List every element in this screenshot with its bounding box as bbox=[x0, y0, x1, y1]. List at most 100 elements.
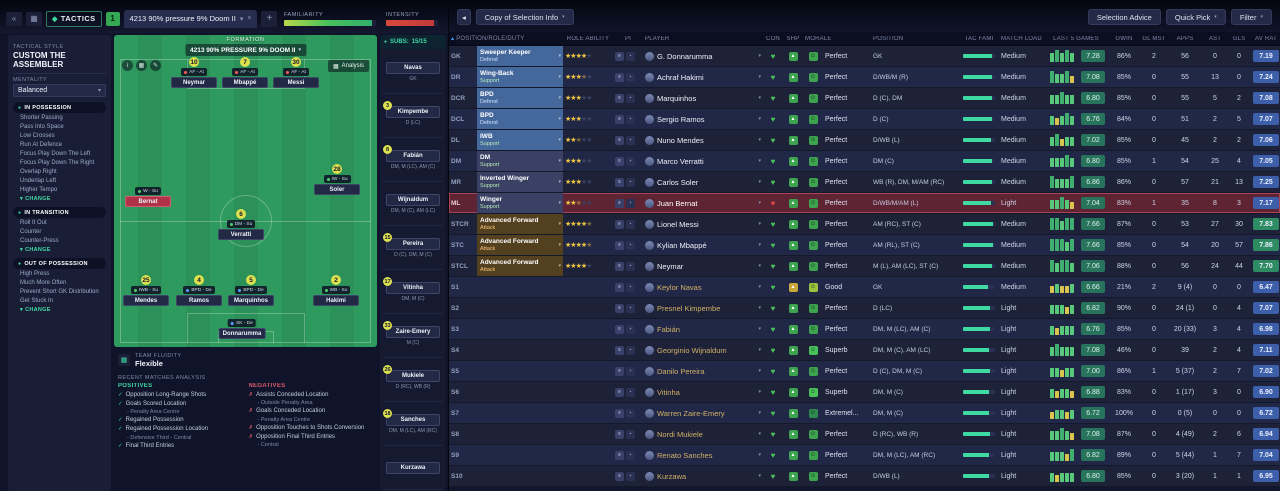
player-cell[interactable]: G. Donnarumma ▾ bbox=[643, 46, 763, 66]
role-duty-cell[interactable]: Winger Support ▾ bbox=[477, 193, 563, 213]
pitch-player[interactable]: 28 IW - Su Soler bbox=[314, 164, 360, 195]
role-duty-cell[interactable]: Inverted Winger Support ▾ bbox=[477, 172, 563, 192]
role-duty-cell[interactable]: Advanced Forward Attack ▾ bbox=[477, 214, 563, 234]
player-cell[interactable]: Keylor Navas ▾ bbox=[643, 277, 763, 297]
pitch-player[interactable]: 7 AF - At Mbappé bbox=[222, 57, 268, 88]
pitch-player[interactable]: 2 WB - Su Hakimi bbox=[313, 275, 359, 306]
table-row[interactable]: GK Sweeper Keeper Defend ▾ ★ ★ ★ ★ ★ ≡ ▪ G. Donnaru… bbox=[449, 46, 1280, 67]
player-cell[interactable]: Fabián ▾ bbox=[643, 319, 763, 339]
sub-player-card[interactable]: 17 Vitinha DM, M (C) bbox=[383, 270, 443, 314]
add-tactic-button[interactable]: + bbox=[261, 10, 278, 27]
player-cell[interactable]: Warren Zaire-Emery ▾ bbox=[643, 403, 763, 423]
role-duty-cell[interactable]: Advanced Forward Attack ▾ bbox=[477, 256, 563, 276]
column-header[interactable]: APPS bbox=[1176, 35, 1194, 42]
table-row[interactable]: S10 ≡ ▪ Kurzawa ▾ ♥ ▲ ☺ Perfect D/WB (L) Light 6.80… bbox=[449, 466, 1280, 487]
player-cell[interactable]: Vitinha ▾ bbox=[643, 382, 763, 402]
pitch-player[interactable]: SK - De Donnarumma bbox=[218, 319, 266, 339]
sub-player-card[interactable]: 15 Pereira D (C), DM, M (C) bbox=[383, 226, 443, 270]
pitch-player[interactable]: 5 BPD - De Marquinhos bbox=[228, 275, 274, 306]
player-cell[interactable]: Danilo Pereira ▾ bbox=[643, 361, 763, 381]
player-cell[interactable]: Carlos Soler ▾ bbox=[643, 172, 763, 192]
player-cell[interactable]: Kylian Mbappé ▾ bbox=[643, 235, 763, 255]
player-cell[interactable]: Georginio Wijnaldum ▾ bbox=[643, 340, 763, 360]
filter-button[interactable]: Filter ▾ bbox=[1230, 9, 1272, 25]
player-cell[interactable]: Kurzawa ▾ bbox=[643, 466, 763, 486]
player-cell[interactable]: Nordi Mukiele ▾ bbox=[643, 424, 763, 444]
column-header[interactable]: AV RAT bbox=[1255, 35, 1277, 42]
role-duty-cell[interactable]: BPD Defend ▾ bbox=[477, 88, 563, 108]
column-header[interactable]: GL MST bbox=[1142, 35, 1166, 42]
tactics-chip[interactable]: ◆ TACTICS bbox=[46, 10, 102, 27]
role-duty-cell[interactable]: Sweeper Keeper Defend ▾ bbox=[477, 46, 563, 66]
sub-player-card[interactable]: 33 Zaire-Emery M (C) bbox=[383, 314, 443, 358]
table-row[interactable]: S3 ≡ ▪ Fabián ▾ ♥ ▲ ☺ Perfect DM, M (LC), AM (C) L… bbox=[449, 319, 1280, 340]
column-header[interactable]: MATCH LOAD bbox=[1001, 35, 1042, 42]
column-header[interactable]: ROLE ABILITY bbox=[566, 35, 610, 42]
column-header[interactable]: ▴ POSITION/ROLE/DUTY bbox=[451, 35, 525, 43]
change-button[interactable]: ▾ CHANGE bbox=[13, 194, 106, 202]
column-header[interactable]: AST bbox=[1208, 35, 1222, 42]
edit-icon[interactable]: ✎ bbox=[150, 60, 161, 71]
info-icon[interactable]: i bbox=[122, 60, 133, 71]
role-duty-cell[interactable]: Advanced Forward Attack ▾ bbox=[477, 235, 563, 255]
column-header[interactable]: SHP bbox=[786, 35, 800, 42]
table-row[interactable]: S4 ≡ ▪ Georginio Wijnaldum ▾ ♥ ▲ ☺ Superb DM, M (… bbox=[449, 340, 1280, 361]
table-row[interactable]: MR Inverted Winger Support ▾ ★ ★ ★ ★ ★ ≡ ▪ Carlos S… bbox=[449, 172, 1280, 193]
role-duty-cell[interactable]: Wing-Back Support ▾ bbox=[477, 67, 563, 87]
role-duty-cell[interactable]: IWB Support ▾ bbox=[477, 130, 563, 150]
table-row[interactable]: S5 ≡ ▪ Danilo Pereira ▾ ♥ ▲ ☺ Perfect D (C), DM, … bbox=[449, 361, 1280, 382]
formation-dropdown[interactable]: 4213 90% PRESSURE 9% DOOM II ▾ bbox=[184, 44, 307, 56]
sub-player-card[interactable]: Navas GK bbox=[383, 50, 443, 94]
pitch-player[interactable]: 25 IWB - Su Mendes bbox=[123, 275, 169, 306]
table-row[interactable]: S6 ≡ ▪ Vitinha ▾ ♥ ▲ ☺ Superb DM, M (C) Light 6.88 8… bbox=[449, 382, 1280, 403]
quick-pick-button[interactable]: Quick Pick ▾ bbox=[1165, 9, 1226, 25]
pitch-player[interactable]: 6 DM - Su Verratti bbox=[218, 209, 264, 240]
player-cell[interactable]: Lionel Messi ▾ bbox=[643, 214, 763, 234]
close-icon[interactable]: × bbox=[247, 15, 252, 22]
player-cell[interactable]: Juan Bernat ▾ bbox=[643, 193, 763, 213]
tactic-tab[interactable]: 4213 90% pressure 9% Doom II ▾ × bbox=[123, 9, 258, 28]
view-back-button[interactable]: ◂ bbox=[457, 9, 471, 25]
column-header[interactable]: GLS bbox=[1232, 35, 1246, 42]
role-duty-cell[interactable]: BPD Defend ▾ bbox=[477, 109, 563, 129]
pitch-player[interactable]: 30 AF - At Messi bbox=[273, 57, 319, 88]
view-selector[interactable]: Copy of Selection Info ▾ bbox=[475, 9, 574, 25]
chevron-down-icon[interactable]: ▾ bbox=[239, 15, 244, 23]
table-row[interactable]: DCR BPD Defend ▾ ★ ★ ★ ★ ★ ≡ ▪ Marquinhos ▾ ♥ ▲ ☺ Perfec… bbox=[449, 88, 1280, 109]
table-row[interactable]: S9 ≡ ▪ Renato Sanches ▾ ♥ ▲ ☺ Perfect DM, M (LC),… bbox=[449, 445, 1280, 466]
column-header[interactable]: POSITION bbox=[873, 35, 904, 42]
table-row[interactable]: S7 ≡ ▪ Warren Zaire-Emery ▾ ♥ ▲ ☺ Extremel... DM,… bbox=[449, 403, 1280, 424]
menu-grid-icon[interactable]: ▦ bbox=[26, 11, 42, 26]
role-duty-cell[interactable]: DM Support ▾ bbox=[477, 151, 563, 171]
sub-player-card[interactable]: 3 Kimpembe D (LC) bbox=[383, 94, 443, 138]
player-cell[interactable]: Marco Verratti ▾ bbox=[643, 151, 763, 171]
table-row[interactable]: ML Winger Support ▾ ★ ★ ★ ★ ★ ≡ ▪ Juan Bernat ▾ ♥ ▲ ☺ Pe… bbox=[449, 193, 1280, 214]
change-button[interactable]: ▾ CHANGE bbox=[13, 245, 106, 253]
change-button[interactable]: ▾ CHANGE bbox=[13, 305, 106, 313]
player-cell[interactable]: Sergio Ramos ▾ bbox=[643, 109, 763, 129]
pitch-player[interactable]: 4 BPD - De Ramos bbox=[176, 275, 222, 306]
sub-player-card[interactable]: Wijnaldum DM, M (C), AM (LC) bbox=[383, 182, 443, 226]
pitch-player[interactable]: 10 AF - At Neymar bbox=[171, 57, 217, 88]
stats-icon[interactable]: ▦ bbox=[136, 60, 147, 71]
table-row[interactable]: STCR Advanced Forward Attack ▾ ★ ★ ★ ★ ★ ≡ ▪ Lionel… bbox=[449, 214, 1280, 235]
player-cell[interactable]: Presnel Kimpembe ▾ bbox=[643, 298, 763, 318]
column-header[interactable]: MORALE bbox=[805, 35, 832, 42]
mentality-dropdown[interactable]: Balanced ▾ bbox=[13, 84, 106, 98]
column-header[interactable]: PI bbox=[624, 35, 632, 42]
player-cell[interactable]: Neymar ▾ bbox=[643, 256, 763, 276]
column-header[interactable]: GWIN bbox=[1115, 35, 1133, 42]
player-cell[interactable]: Achraf Hakimi ▾ bbox=[643, 67, 763, 87]
table-row[interactable]: S2 ≡ ▪ Presnel Kimpembe ▾ ♥ ▲ ☺ Perfect D (LC) Lig… bbox=[449, 298, 1280, 319]
table-row[interactable]: S8 ≡ ▪ Nordi Mukiele ▾ ♥ ▲ ☺ Perfect D (RC), WB (… bbox=[449, 424, 1280, 445]
sub-player-card[interactable]: Kurzawa bbox=[383, 446, 443, 490]
pitch-player[interactable]: W - Su Bernat bbox=[125, 187, 171, 207]
sub-player-card[interactable]: 8 Fabián DM, M (LC), AM (C) bbox=[383, 138, 443, 182]
sub-player-card[interactable]: 26 Mukiele D (RC), WB (R) bbox=[383, 358, 443, 402]
player-cell[interactable]: Marquinhos ▾ bbox=[643, 88, 763, 108]
table-row[interactable]: DCL BPD Defend ▾ ★ ★ ★ ★ ★ ≡ ▪ Sergio Ramos ▾ ♥ ▲ ☺ Perf… bbox=[449, 109, 1280, 130]
selection-advice-button[interactable]: Selection Advice bbox=[1087, 9, 1161, 25]
table-row[interactable]: DL IWB Support ▾ ★ ★ ★ ★ ★ ≡ ▪ Nuno Mendes ▾ ♥ ▲ ☺ Perfe… bbox=[449, 130, 1280, 151]
table-row[interactable]: S1 ≡ ▪ Keylor Navas ▾ ♥ ▲ ☺ Good GK Medium 6.66 21% 2… bbox=[449, 277, 1280, 298]
column-header[interactable]: TAC FAMI bbox=[964, 35, 994, 42]
